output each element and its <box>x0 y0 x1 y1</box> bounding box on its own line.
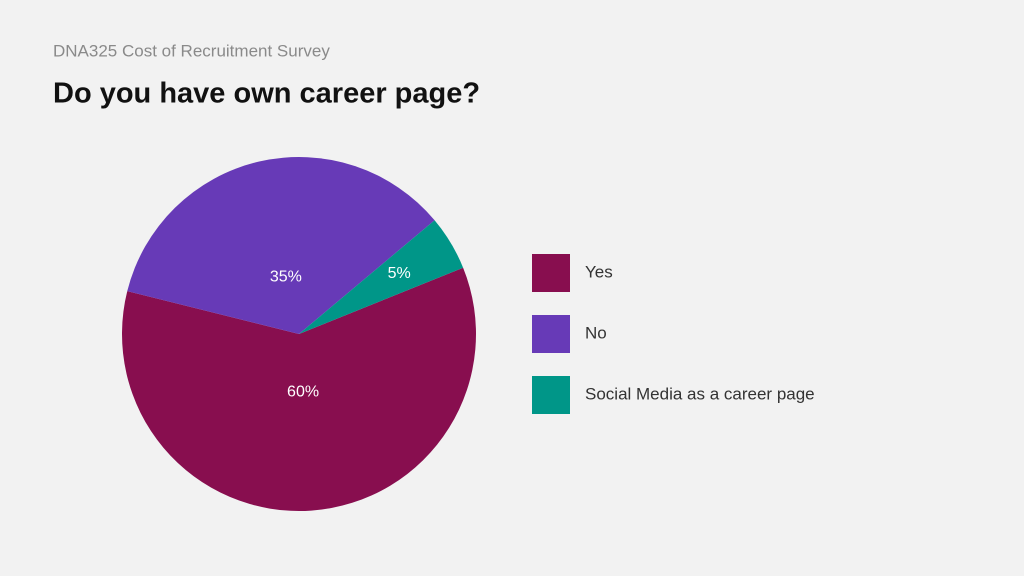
pie-slice <box>127 156 435 334</box>
value-label: 35% <box>270 268 302 285</box>
legend-swatch <box>532 254 570 292</box>
value-label: 5% <box>388 265 411 282</box>
chart-subtitle: DNA325 Cost of Recruitment Survey <box>53 41 330 60</box>
legend-label: Yes <box>585 262 613 281</box>
legend-swatch <box>532 315 570 353</box>
pie-slice <box>299 220 464 334</box>
legend-swatch <box>532 376 570 414</box>
pie-slice <box>121 267 476 511</box>
chart-title: Do you have own career page? <box>53 78 480 110</box>
value-label: 60% <box>287 383 319 400</box>
legend-label: No <box>585 323 607 342</box>
legend-label: Social Media as a career page <box>585 384 815 403</box>
